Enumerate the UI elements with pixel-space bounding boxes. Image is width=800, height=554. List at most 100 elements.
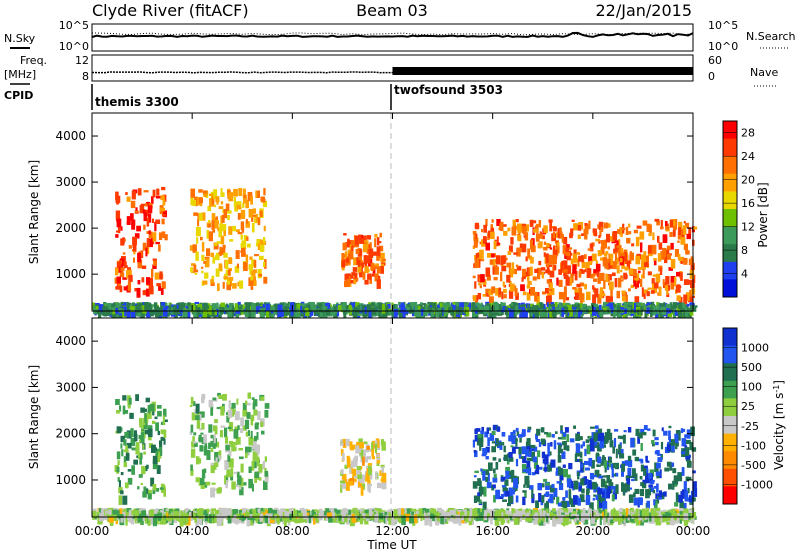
echo-cell bbox=[534, 291, 538, 302]
echo-cell bbox=[492, 457, 497, 461]
echo-cell bbox=[578, 303, 583, 309]
echo-cell bbox=[478, 306, 484, 310]
echo-cell bbox=[634, 456, 639, 462]
echo-cell bbox=[203, 468, 207, 473]
echo-cell bbox=[622, 483, 628, 493]
echo-cell bbox=[662, 247, 667, 257]
echo-cell bbox=[486, 293, 490, 297]
echo-cell bbox=[593, 494, 597, 497]
echo-cell bbox=[245, 431, 248, 437]
echo-cell bbox=[143, 190, 149, 193]
echo-cell bbox=[152, 264, 157, 269]
echo-cell bbox=[225, 436, 229, 444]
echo-cell bbox=[522, 276, 526, 280]
echo-cell bbox=[646, 500, 650, 510]
echo-cell bbox=[219, 246, 222, 257]
echo-cell bbox=[426, 305, 430, 311]
echo-cell bbox=[376, 453, 380, 458]
echo-cell bbox=[689, 309, 694, 316]
echo-cell bbox=[510, 303, 514, 306]
echo-cell bbox=[669, 219, 674, 228]
echo-cell bbox=[477, 293, 482, 300]
echo-cell bbox=[575, 443, 581, 453]
echo-cell bbox=[580, 451, 583, 458]
echo-cell bbox=[158, 451, 162, 459]
echo-cell bbox=[547, 442, 550, 452]
echo-cell bbox=[356, 441, 360, 449]
echo-cell bbox=[349, 250, 354, 260]
echo-cell bbox=[190, 424, 194, 433]
echo-cell bbox=[348, 305, 352, 315]
echo-cell bbox=[247, 192, 253, 202]
nave-tick-bottom: 0 bbox=[708, 70, 715, 83]
echo-cell bbox=[600, 240, 605, 243]
echo-cell bbox=[320, 302, 325, 309]
echo-cell bbox=[125, 308, 131, 319]
echo-cell bbox=[515, 458, 519, 467]
echo-cell bbox=[468, 302, 471, 311]
echo-cell bbox=[535, 439, 541, 442]
echo-cell bbox=[610, 306, 614, 310]
echo-cell bbox=[284, 508, 289, 512]
echo-cell bbox=[343, 233, 347, 236]
echo-cell bbox=[608, 456, 612, 462]
echo-cell bbox=[154, 221, 157, 232]
echo-cell bbox=[597, 492, 602, 501]
echo-cell bbox=[343, 310, 347, 320]
echo-cell bbox=[143, 421, 148, 430]
echo-cell bbox=[479, 285, 482, 289]
echo-cell bbox=[131, 447, 136, 451]
echo-cell bbox=[202, 411, 205, 417]
echo-cell bbox=[503, 454, 509, 461]
y-tick-label: 4000 bbox=[55, 129, 86, 143]
echo-cell bbox=[201, 437, 205, 445]
echo-cell bbox=[230, 473, 234, 481]
echo-cell bbox=[529, 303, 534, 307]
echo-cell bbox=[684, 491, 689, 500]
echo-cell bbox=[666, 245, 671, 251]
echo-cell bbox=[629, 487, 632, 490]
echo-cell bbox=[145, 466, 148, 472]
echo-cell bbox=[534, 309, 540, 319]
echo-cell bbox=[130, 428, 134, 437]
echo-cell bbox=[246, 412, 251, 419]
echo-cell bbox=[379, 245, 384, 252]
echo-cell bbox=[374, 443, 378, 454]
echo-cell bbox=[544, 310, 548, 320]
echo-cell bbox=[380, 439, 385, 446]
echo-cell bbox=[663, 304, 668, 308]
echo-cell bbox=[591, 460, 595, 469]
echo-cell bbox=[669, 231, 673, 237]
echo-cell bbox=[642, 220, 648, 226]
echo-cell bbox=[114, 277, 117, 284]
echo-cell bbox=[161, 281, 166, 289]
echo-cell bbox=[152, 232, 157, 242]
echo-cell bbox=[253, 259, 257, 268]
echo-cell bbox=[481, 229, 483, 233]
echo-cell bbox=[578, 458, 583, 463]
echo-cell bbox=[580, 295, 583, 306]
echo-cell bbox=[222, 224, 227, 231]
echo-cell bbox=[122, 405, 126, 415]
echo-cell bbox=[160, 451, 163, 456]
echo-cell bbox=[141, 425, 144, 430]
echo-cell bbox=[234, 441, 238, 446]
echo-cell bbox=[629, 508, 635, 512]
echo-cell bbox=[159, 487, 164, 490]
echo-cell bbox=[355, 277, 359, 281]
echo-cell bbox=[210, 440, 216, 447]
echo-cell bbox=[126, 430, 132, 439]
echo-cell bbox=[597, 488, 603, 495]
echo-cell bbox=[566, 445, 570, 452]
echo-cell bbox=[474, 434, 480, 442]
echo-cell bbox=[692, 481, 697, 490]
echo-cell bbox=[253, 399, 258, 407]
echo-cell bbox=[634, 302, 636, 313]
echo-cell bbox=[243, 194, 247, 204]
echo-cell bbox=[549, 282, 553, 290]
echo-cell bbox=[604, 485, 609, 491]
echo-cell bbox=[237, 281, 241, 287]
echo-cell bbox=[565, 252, 570, 257]
echo-cell bbox=[538, 442, 542, 447]
echo-cell bbox=[115, 191, 119, 201]
